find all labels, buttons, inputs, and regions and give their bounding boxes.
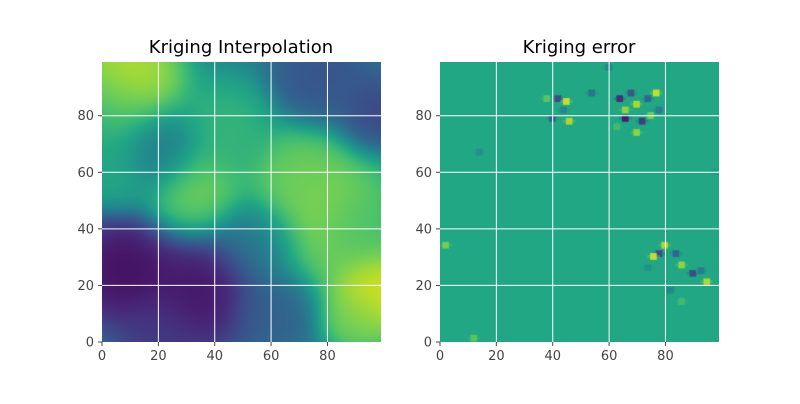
y-tick-label: 80 [415,109,432,124]
error-heatmap [440,62,719,342]
y-tick-label: 40 [415,222,432,237]
x-tick-label: 60 [601,349,618,364]
y-tick-label: 40 [77,222,94,237]
y-tick-label: 80 [77,109,94,124]
x-tick-label: 40 [544,349,561,364]
y-tick-label: 20 [415,279,432,294]
y-tick-label: 60 [77,166,94,181]
x-tick-label: 80 [657,349,674,364]
x-tick-label: 20 [488,349,505,364]
y-tick-label: 20 [77,279,94,294]
interpolation-title: Kriging Interpolation [149,37,333,58]
x-tick-label: 0 [98,349,106,364]
y-tick-label: 0 [86,336,94,351]
y-tick-label: 0 [424,336,432,351]
error-axes: 0 20 40 60 80 0 20 40 60 80 [415,109,673,364]
error-panel: Kriging error 0 20 40 60 80 0 20 40 60 80 [415,37,719,364]
error-grid [440,62,719,342]
x-tick-label: 80 [319,349,336,364]
x-tick-label: 40 [206,349,223,364]
error-title: Kriging error [523,37,636,58]
y-tick-label: 60 [415,166,432,181]
x-tick-label: 20 [150,349,167,364]
interpolation-heatmap [102,62,381,342]
interpolation-axes: 0 20 40 60 80 0 20 40 60 80 [77,109,335,364]
interpolation-grid [102,62,381,342]
x-tick-label: 0 [436,349,444,364]
x-tick-label: 60 [263,349,280,364]
interpolation-panel: Kriging Interpolation 0 20 40 60 80 0 20 40 60 80 [77,37,381,364]
